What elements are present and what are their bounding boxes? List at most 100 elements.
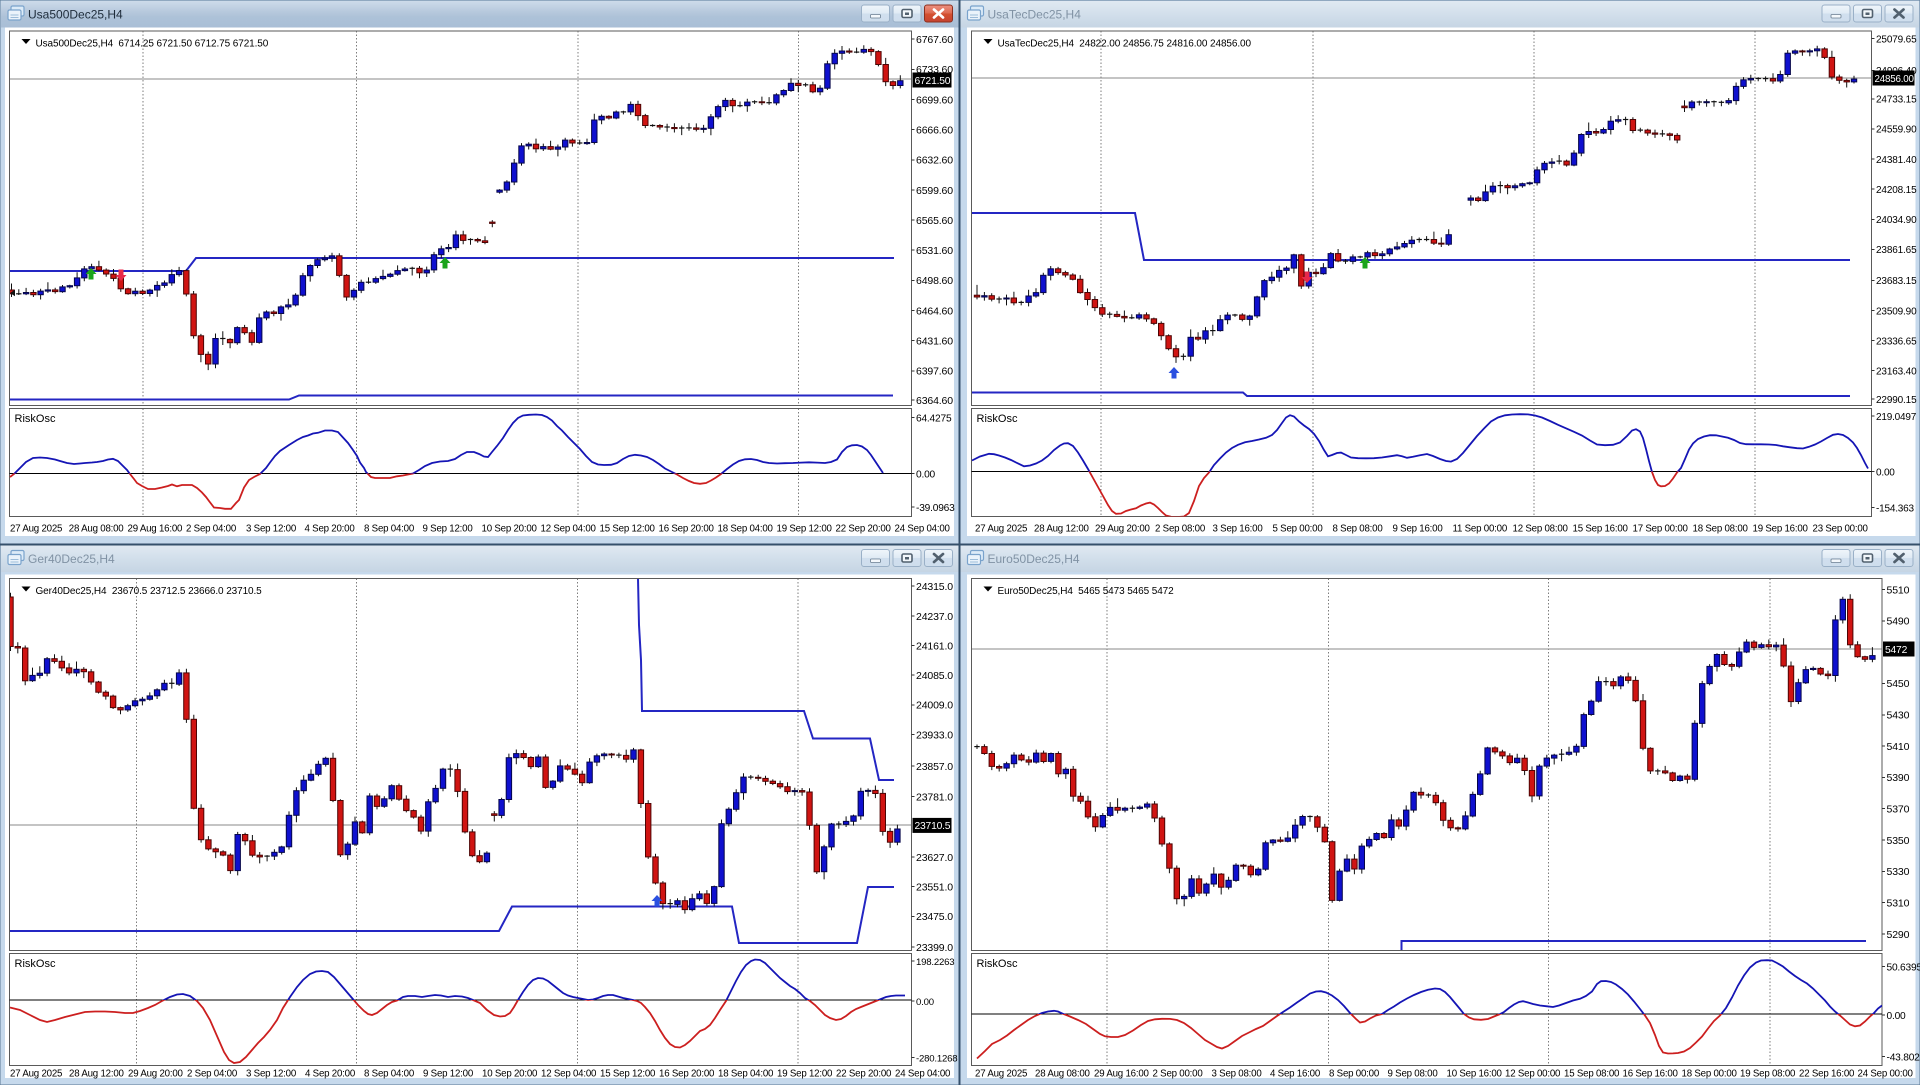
svg-text:22 Sep 20:00: 22 Sep 20:00	[836, 523, 892, 534]
svg-text:6632.60: 6632.60	[916, 155, 953, 167]
svg-text:19 Sep 16:00: 19 Sep 16:00	[1753, 523, 1809, 534]
svg-text:5290: 5290	[1887, 929, 1910, 941]
svg-text:Euro50Dec25,H4: Euro50Dec25,H4	[988, 552, 1080, 566]
svg-text:28 Aug 12:00: 28 Aug 12:00	[1034, 523, 1090, 534]
svg-text:17 Sep 00:00: 17 Sep 00:00	[1633, 523, 1689, 534]
svg-text:-43.8027: -43.8027	[1887, 1052, 1920, 1063]
svg-text:9 Sep 12:00: 9 Sep 12:00	[423, 1068, 474, 1079]
svg-text:28 Aug 08:00: 28 Aug 08:00	[1035, 1068, 1091, 1079]
svg-text:29 Aug 16:00: 29 Aug 16:00	[128, 523, 184, 534]
svg-text:27 Aug 2025: 27 Aug 2025	[10, 1068, 62, 1079]
svg-text:3 Sep 12:00: 3 Sep 12:00	[246, 1068, 297, 1079]
svg-text:18 Sep 00:00: 18 Sep 00:00	[1682, 1068, 1738, 1079]
svg-text:-39.0963: -39.0963	[916, 503, 955, 514]
svg-text:RiskOsc: RiskOsc	[977, 413, 1018, 425]
svg-text:6498.60: 6498.60	[916, 275, 953, 287]
svg-text:25079.65: 25079.65	[1876, 34, 1917, 45]
svg-text:6565.60: 6565.60	[916, 215, 953, 227]
svg-text:12 Sep 04:00: 12 Sep 04:00	[541, 523, 597, 534]
svg-text:24 Sep 04:00: 24 Sep 04:00	[895, 523, 951, 534]
svg-text:27 Aug 2025: 27 Aug 2025	[975, 523, 1027, 534]
svg-text:11 Sep 00:00: 11 Sep 00:00	[1453, 523, 1508, 534]
svg-text:24161.0: 24161.0	[916, 640, 953, 652]
svg-text:4 Sep 20:00: 4 Sep 20:00	[305, 1068, 356, 1079]
svg-text:5410: 5410	[1887, 741, 1910, 753]
svg-text:12 Sep 04:00: 12 Sep 04:00	[541, 1068, 597, 1079]
svg-text:10 Sep 20:00: 10 Sep 20:00	[482, 1068, 538, 1079]
svg-text:18 Sep 04:00: 18 Sep 04:00	[718, 523, 774, 534]
svg-text:15 Sep 16:00: 15 Sep 16:00	[1573, 523, 1629, 534]
svg-text:16 Sep 16:00: 16 Sep 16:00	[1623, 1068, 1679, 1079]
svg-text:24559.90: 24559.90	[1876, 125, 1917, 136]
svg-text:0.00: 0.00	[1887, 1011, 1907, 1022]
svg-text:0.00: 0.00	[916, 997, 934, 1008]
svg-text:19 Sep 08:00: 19 Sep 08:00	[1740, 1068, 1796, 1079]
svg-text:6599.60: 6599.60	[916, 185, 953, 197]
svg-text:24 Sep 04:00: 24 Sep 04:00	[895, 1068, 951, 1079]
svg-text:2 Sep 08:00: 2 Sep 08:00	[1155, 523, 1206, 534]
svg-text:23551.0: 23551.0	[916, 881, 953, 893]
svg-text:6721.50: 6721.50	[915, 76, 951, 87]
svg-text:23336.65: 23336.65	[1876, 336, 1917, 347]
svg-text:Ger40Dec25,H4 23670.5 23712.5: Ger40Dec25,H4 23670.5 23712.5 23666.0 23…	[36, 586, 263, 597]
svg-text:23861.65: 23861.65	[1876, 245, 1917, 256]
svg-text:4 Sep 16:00: 4 Sep 16:00	[1270, 1068, 1321, 1079]
svg-text:6364.60: 6364.60	[916, 395, 953, 407]
svg-text:24208.15: 24208.15	[1876, 185, 1917, 196]
svg-text:5490: 5490	[1887, 616, 1910, 628]
svg-text:6767.60: 6767.60	[916, 34, 953, 46]
svg-text:23475.0: 23475.0	[916, 911, 953, 923]
svg-text:UsaTecDec25,H4 24822.00 24856: UsaTecDec25,H4 24822.00 24856.75 24816.0…	[998, 39, 1252, 50]
svg-text:24733.15: 24733.15	[1876, 95, 1917, 106]
svg-text:2 Sep 00:00: 2 Sep 00:00	[1153, 1068, 1204, 1079]
svg-text:0.00: 0.00	[1876, 467, 1895, 478]
svg-text:15 Sep 12:00: 15 Sep 12:00	[600, 1068, 656, 1079]
svg-text:9 Sep 08:00: 9 Sep 08:00	[1388, 1068, 1439, 1079]
svg-text:50.6395: 50.6395	[1887, 962, 1920, 973]
svg-text:6531.60: 6531.60	[916, 245, 953, 257]
svg-text:19 Sep 12:00: 19 Sep 12:00	[777, 523, 833, 534]
svg-text:12 Sep 08:00: 12 Sep 08:00	[1513, 523, 1569, 534]
svg-text:18 Sep 08:00: 18 Sep 08:00	[1693, 523, 1749, 534]
svg-text:RiskOsc: RiskOsc	[977, 958, 1018, 970]
svg-text:24009.0: 24009.0	[916, 700, 953, 712]
svg-text:18 Sep 04:00: 18 Sep 04:00	[718, 1068, 774, 1079]
svg-text:6397.60: 6397.60	[916, 366, 953, 378]
svg-text:3 Sep 08:00: 3 Sep 08:00	[1212, 1068, 1263, 1079]
svg-text:16 Sep 20:00: 16 Sep 20:00	[659, 1068, 715, 1079]
svg-text:22 Sep 20:00: 22 Sep 20:00	[836, 1068, 892, 1079]
svg-text:5430: 5430	[1887, 710, 1910, 722]
svg-text:19 Sep 12:00: 19 Sep 12:00	[777, 1068, 833, 1079]
svg-text:219.0497: 219.0497	[1876, 412, 1917, 423]
svg-text:64.4275: 64.4275	[916, 413, 952, 424]
svg-text:23933.0: 23933.0	[916, 730, 953, 742]
svg-text:Ger40Dec25,H4: Ger40Dec25,H4	[28, 552, 115, 566]
svg-text:5310: 5310	[1887, 898, 1910, 910]
svg-text:6699.60: 6699.60	[916, 94, 953, 106]
svg-text:22990.15: 22990.15	[1876, 395, 1917, 406]
svg-text:24381.40: 24381.40	[1876, 155, 1917, 166]
svg-text:9 Sep 12:00: 9 Sep 12:00	[423, 523, 474, 534]
svg-text:29 Aug 20:00: 29 Aug 20:00	[1095, 523, 1151, 534]
svg-text:8 Sep 04:00: 8 Sep 04:00	[364, 523, 415, 534]
svg-text:0.00: 0.00	[916, 469, 936, 480]
svg-text:23781.0: 23781.0	[916, 791, 953, 803]
svg-text:5510: 5510	[1887, 584, 1910, 596]
svg-text:10 Sep 16:00: 10 Sep 16:00	[1447, 1068, 1503, 1079]
svg-text:5390: 5390	[1887, 772, 1910, 784]
svg-text:24315.0: 24315.0	[916, 581, 953, 593]
svg-text:5370: 5370	[1887, 804, 1910, 816]
svg-text:23509.90: 23509.90	[1876, 306, 1917, 317]
svg-text:22 Sep 16:00: 22 Sep 16:00	[1799, 1068, 1855, 1079]
svg-text:3 Sep 12:00: 3 Sep 12:00	[246, 523, 297, 534]
svg-text:-280.1268: -280.1268	[916, 1053, 957, 1064]
svg-text:23 Sep 00:00: 23 Sep 00:00	[1813, 523, 1869, 534]
svg-text:5330: 5330	[1887, 866, 1910, 878]
svg-text:23710.5: 23710.5	[915, 821, 951, 832]
svg-text:9 Sep 16:00: 9 Sep 16:00	[1393, 523, 1444, 534]
svg-text:6464.60: 6464.60	[916, 305, 953, 317]
svg-text:12 Sep 00:00: 12 Sep 00:00	[1505, 1068, 1561, 1079]
svg-text:24085.0: 24085.0	[916, 670, 953, 682]
svg-text:5 Sep 00:00: 5 Sep 00:00	[1273, 523, 1324, 534]
svg-text:28 Aug 12:00: 28 Aug 12:00	[69, 1068, 125, 1079]
